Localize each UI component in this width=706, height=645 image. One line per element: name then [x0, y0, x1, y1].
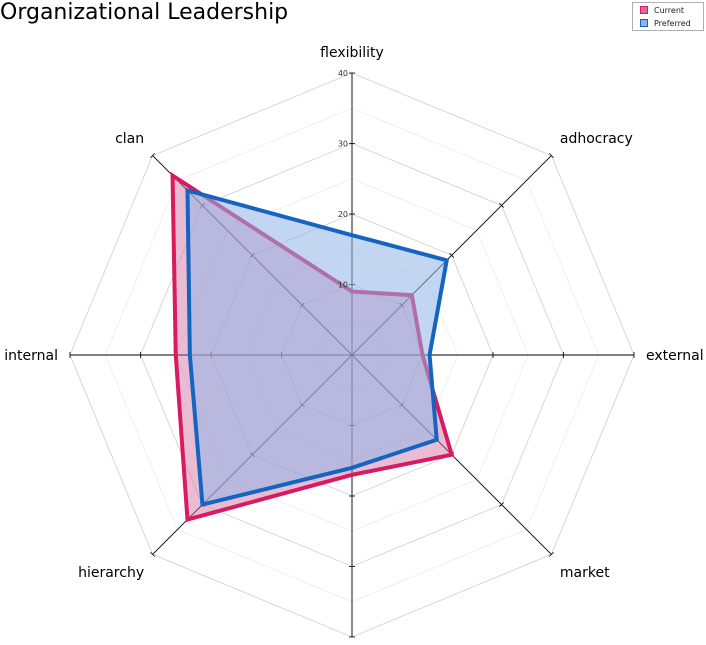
data-point-preferred-adhocracy	[445, 258, 449, 262]
data-point-preferred-clan	[185, 188, 189, 192]
data-point-preferred-stability	[350, 466, 354, 470]
legend: Current Preferred	[632, 2, 704, 31]
axis-tick-adhocracy-40	[548, 153, 554, 159]
data-point-current-stability	[350, 473, 354, 477]
data-point-preferred-flexibility	[350, 233, 354, 237]
data-point-preferred-hierarchy	[200, 503, 204, 507]
data-point-preferred-market	[435, 438, 439, 442]
legend-label-current: Current	[654, 5, 685, 15]
axis-label-internal: internal	[4, 348, 58, 364]
legend-entry-preferred: Preferred	[633, 17, 703, 29]
legend-entry-current: Current	[633, 4, 703, 16]
axis-label-hierarchy: hierarchy	[78, 565, 144, 581]
legend-swatch-current	[640, 6, 648, 14]
axis-tick-adhocracy-30	[499, 203, 504, 208]
data-point-preferred-external	[428, 353, 432, 357]
axis-label-adhocracy: adhocracy	[560, 131, 633, 147]
data-point-current-hierarchy	[185, 518, 189, 522]
axis-label-external: external	[646, 348, 704, 364]
axis-label-market: market	[560, 565, 610, 581]
radar-labels: 10 20 30 40 flexibility adhocracy external mark…	[4, 45, 704, 581]
tick-label-40: 40	[338, 69, 348, 78]
data-point-current-internal	[174, 353, 178, 357]
data-point-preferred-internal	[188, 353, 192, 357]
axis-tick-market-40	[548, 551, 554, 557]
data-point-current-clan	[171, 174, 175, 178]
legend-label-preferred: Preferred	[654, 18, 691, 28]
tick-label-20: 20	[338, 210, 348, 219]
axis-tick-adhocracy-20	[449, 252, 455, 258]
axis-label-clan: clan	[115, 131, 144, 147]
tick-label-30: 30	[338, 140, 348, 149]
chart-title: Organizational Leadership	[0, 0, 289, 25]
axis-tick-market-30	[499, 502, 504, 507]
legend-swatch-preferred	[640, 19, 648, 27]
tick-label-10: 10	[338, 281, 348, 290]
axis-tick-clan-40	[150, 153, 156, 159]
axis-tick-hierarchy-40	[150, 551, 156, 557]
data-point-current-market	[450, 453, 454, 457]
radar-series	[170, 171, 455, 523]
axis-label-flexibility: flexibility	[320, 45, 384, 61]
